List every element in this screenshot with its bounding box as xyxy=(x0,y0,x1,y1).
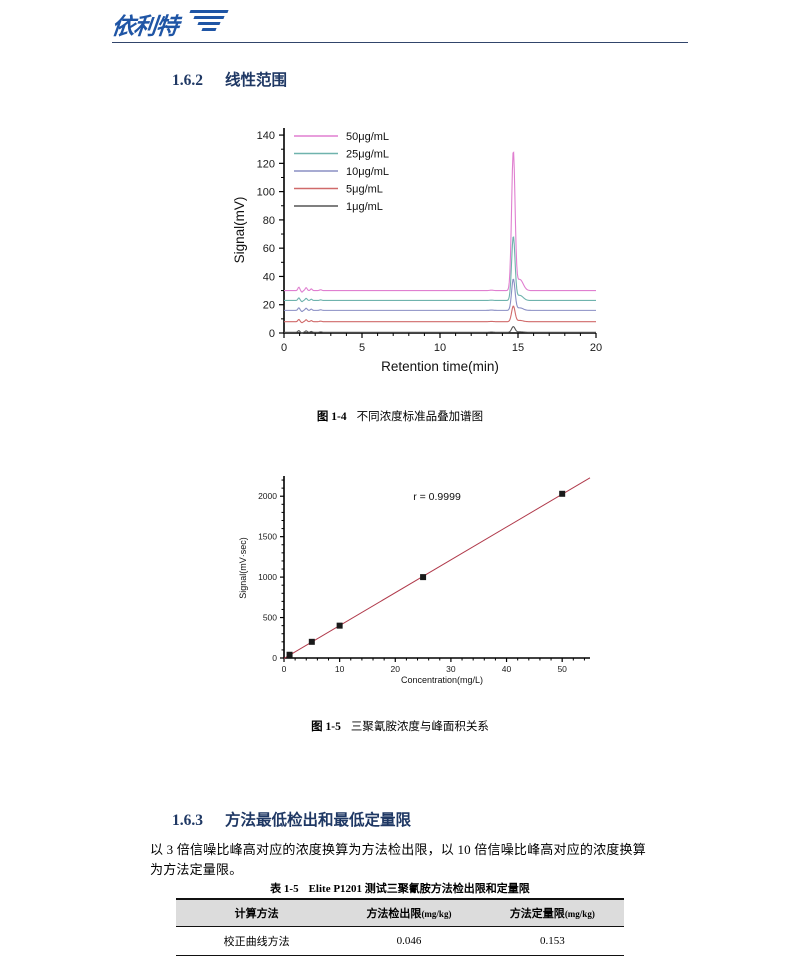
chromatogram-trace-10μg/mL xyxy=(284,278,596,313)
data-point xyxy=(559,490,566,497)
figure-number: 图 1-4 xyxy=(316,411,347,423)
table-header-row: 计算方法 方法检出限(mg/kg) 方法定量限(mg/kg) xyxy=(176,898,624,927)
table-body: 校正曲线方法 0.046 0.153 xyxy=(176,926,624,956)
calibration-y-axis-title: Signal(mV·sec) xyxy=(238,537,248,599)
chromatogram-traces xyxy=(284,151,596,334)
chromatogram-svg: 0 20 40 60 80 100 120 140 0 5 10 15 20 50μg/mL 25μg/… xyxy=(232,128,602,374)
table-row: 校正曲线方法 0.046 0.153 xyxy=(176,926,624,956)
y-tick-label: 100 xyxy=(257,187,275,199)
chromatogram-y-ticks: 0 20 40 60 80 100 120 140 xyxy=(257,130,284,340)
figure-number: 图 1-5 xyxy=(311,721,341,733)
y-tick-label: 80 xyxy=(263,215,275,227)
chromatogram-trace-25μg/mL xyxy=(284,236,596,303)
company-logo: 依利特 xyxy=(110,6,230,39)
column-header-method: 计算方法 xyxy=(176,898,338,927)
table-caption: 表 1-5 Elite P1201 测试三聚氰胺方法检出限和定量限 xyxy=(0,880,800,896)
chromatogram-chart: 0 20 40 60 80 100 120 140 0 5 10 15 20 50μg/mL 25μg/… xyxy=(228,118,608,388)
cell-loq: 0.153 xyxy=(480,926,624,956)
x-tick-label: 0 xyxy=(281,342,287,354)
cell-method: 校正曲线方法 xyxy=(176,926,338,956)
column-header-loq: 方法定量限(mg/kg) xyxy=(480,898,624,927)
legend-label-10μg/mL: 10μg/mL xyxy=(346,166,389,178)
x-tick-label: 5 xyxy=(359,342,365,354)
section-heading-linear-range: 1.6.2 线性范围 xyxy=(172,68,287,90)
column-label: 方法检出限 xyxy=(366,908,422,920)
calibration-data-points xyxy=(286,490,566,658)
column-unit: (mg/kg) xyxy=(564,909,595,919)
section-title: 方法最低检出和最低定量限 xyxy=(225,812,412,829)
correlation-annotation: r = 0.9999 xyxy=(413,491,461,503)
y-tick-label: 120 xyxy=(257,158,275,170)
figure-caption-text: 不同浓度标准品叠加谱图 xyxy=(356,411,484,423)
column-label: 方法定量限 xyxy=(509,908,565,920)
section-number: 1.6.2 xyxy=(172,72,203,89)
calibration-fit-line xyxy=(283,477,591,659)
table-number: 表 1-5 xyxy=(270,883,299,895)
y-tick-label: 60 xyxy=(263,243,275,255)
page-header: 依利特 xyxy=(0,0,800,52)
column-label: 计算方法 xyxy=(234,908,279,920)
chromatogram-axes xyxy=(283,128,596,334)
chromatogram-trace-50μg/mL xyxy=(284,151,596,293)
logo-wordmark: 依利特 xyxy=(110,14,180,39)
data-point xyxy=(286,651,293,658)
x-tick-label: 15 xyxy=(512,342,524,354)
section-body-text: 以 3 倍信噪比峰高对应的浓度换算为方法检出限，以 10 倍信噪比峰高对应的浓度… xyxy=(150,842,646,877)
calibration-x-axis-title: Concentration(mg/L) xyxy=(401,675,483,685)
data-point xyxy=(336,622,343,629)
table-header: 计算方法 方法检出限(mg/kg) 方法定量限(mg/kg) xyxy=(176,898,624,927)
logo-bars-icon xyxy=(189,10,229,32)
y-tick-label: 140 xyxy=(257,130,275,142)
y-tick-label: 0 xyxy=(272,653,277,663)
table-caption-text: Elite P1201 测试三聚氰胺方法检出限和定量限 xyxy=(308,883,530,895)
header-divider xyxy=(112,42,688,43)
y-tick-label: 1500 xyxy=(258,532,277,542)
section-heading-detection-limit: 1.6.3 方法最低检出和最低定量限 xyxy=(172,808,411,830)
x-tick-label: 20 xyxy=(590,342,602,354)
fit-line xyxy=(283,477,591,659)
column-header-lod: 方法检出限(mg/kg) xyxy=(337,898,481,927)
calibration-axes xyxy=(283,476,590,659)
legend-label-1μg/mL: 1μg/mL xyxy=(346,201,383,213)
legend-label-50μg/mL: 50μg/mL xyxy=(346,131,389,143)
calibration-y-ticks: 0 500 1000 1500 2000 xyxy=(258,479,284,663)
section-number: 1.6.3 xyxy=(172,812,203,829)
y-tick-label: 20 xyxy=(263,300,275,312)
chromatogram-legend: 50μg/mL 25μg/mL 10μg/mL 5μg/mL 1μg/mL xyxy=(294,131,389,213)
data-point xyxy=(308,638,315,645)
x-tick-label: 10 xyxy=(434,342,446,354)
chromatogram-y-axis-title: Signal(mV) xyxy=(232,197,247,264)
y-tick-label: 40 xyxy=(263,271,275,283)
figure-caption-1-5: 图 1-5 三聚氰胺浓度与峰面积关系 xyxy=(0,718,800,734)
chromatogram-trace-5μg/mL xyxy=(284,305,596,324)
x-tick-label: 20 xyxy=(391,664,401,674)
x-tick-label: 0 xyxy=(282,664,287,674)
column-unit: (mg/kg) xyxy=(421,909,452,919)
cell-lod: 0.046 xyxy=(337,926,481,956)
chromatogram-x-ticks: 0 5 10 15 20 xyxy=(281,333,602,354)
data-point xyxy=(420,574,427,581)
calibration-x-ticks: 0 10 20 30 40 50 xyxy=(282,658,585,674)
x-tick-label: 30 xyxy=(446,664,456,674)
legend-label-5μg/mL: 5μg/mL xyxy=(346,184,383,196)
figure-caption-text: 三聚氰胺浓度与峰面积关系 xyxy=(350,721,489,733)
calibration-curve-chart: 0 500 1000 1500 2000 0 10 20 30 40 50 r = 0.9999 … xyxy=(232,470,602,695)
y-tick-label: 2000 xyxy=(258,491,277,501)
figure-caption-1-4: 图 1-4 不同浓度标准品叠加谱图 xyxy=(0,408,800,424)
legend-label-25μg/mL: 25μg/mL xyxy=(346,149,389,161)
x-tick-label: 50 xyxy=(557,664,567,674)
y-tick-label: 1000 xyxy=(258,572,277,582)
y-tick-label: 0 xyxy=(269,328,275,340)
x-tick-label: 10 xyxy=(335,664,345,674)
x-tick-label: 40 xyxy=(502,664,512,674)
y-tick-label: 500 xyxy=(263,613,277,623)
chromatogram-trace-1μg/mL xyxy=(284,326,596,334)
section-title: 线性范围 xyxy=(225,72,288,89)
chromatogram-x-axis-title: Retention time(min) xyxy=(381,359,499,374)
detection-limit-table: 计算方法 方法检出限(mg/kg) 方法定量限(mg/kg) 校正曲线方法 0.… xyxy=(176,898,624,956)
